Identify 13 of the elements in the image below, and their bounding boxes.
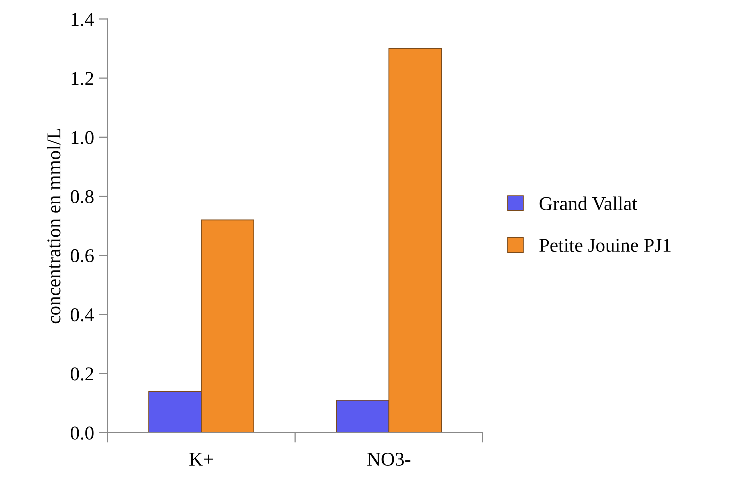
y-tick-label: 1.4 [72, 13, 94, 26]
y-tick-label: 1.2 [72, 72, 94, 86]
y-tick-label: 0.8 [70, 190, 94, 204]
y-tick-label: 1.0 [72, 131, 94, 144]
y-tick-label: 0.4 [70, 308, 94, 322]
x-tick-label: NO3- [368, 452, 411, 466]
y-tick-label: 0.2 [70, 368, 94, 381]
y-tick-label: 0.0 [70, 426, 94, 440]
legend-label: Petite Jouine PJ1 [540, 239, 671, 252]
y-tick-label: 0.6 [70, 249, 94, 263]
legend-label: Grand Vallat [540, 196, 638, 211]
y-axis-title: concentration en mmol/L [47, 128, 61, 324]
x-tick-label: K+ [190, 453, 214, 466]
